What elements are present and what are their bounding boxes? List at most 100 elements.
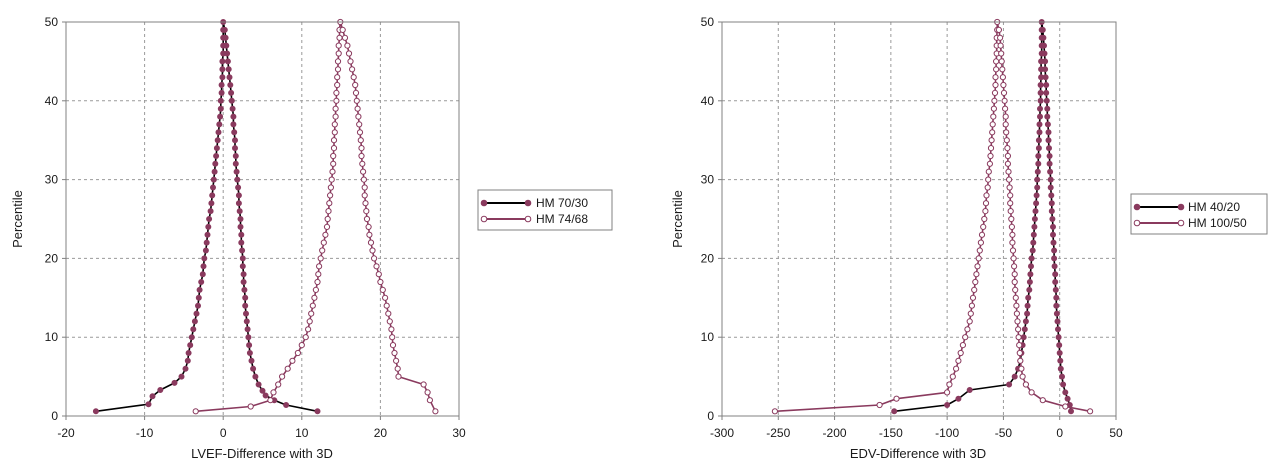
y-tick-label: 0: [707, 409, 714, 423]
legend-label-0: HM 70/30: [536, 196, 588, 210]
data-point: [1042, 51, 1047, 56]
data-point: [988, 146, 993, 151]
data-point: [1046, 138, 1051, 143]
data-point: [359, 146, 364, 151]
data-point: [984, 193, 989, 198]
data-point: [197, 287, 202, 292]
data-point: [1010, 248, 1015, 253]
data-point: [892, 409, 897, 414]
data-point: [1023, 319, 1028, 324]
data-point: [1004, 138, 1009, 143]
data-point: [196, 295, 201, 300]
data-point: [215, 138, 220, 143]
data-point: [1036, 138, 1041, 143]
data-point: [192, 319, 197, 324]
data-point: [1045, 106, 1050, 111]
data-point: [1032, 217, 1037, 222]
data-point: [214, 154, 219, 159]
data-point: [1053, 280, 1058, 285]
data-point: [243, 295, 248, 300]
data-point: [974, 272, 979, 277]
data-point: [239, 240, 244, 245]
data-point: [307, 319, 312, 324]
x-axis-title: LVEF-Difference with 3D: [191, 446, 333, 461]
data-point: [219, 90, 224, 95]
data-point: [325, 216, 330, 221]
data-point: [356, 114, 361, 119]
legend-label-1: HM 100/50: [1188, 216, 1247, 230]
data-point: [1038, 83, 1043, 88]
data-point: [973, 279, 978, 284]
data-point: [206, 224, 211, 229]
data-point: [970, 295, 975, 300]
data-point: [329, 177, 334, 182]
data-point: [1017, 350, 1022, 355]
x-tick-label: -150: [879, 426, 903, 440]
data-point: [243, 303, 248, 308]
data-point: [1057, 351, 1062, 356]
data-point: [1069, 409, 1074, 414]
data-point: [207, 217, 212, 222]
data-point: [374, 264, 379, 269]
data-point: [1061, 382, 1066, 387]
data-point: [1008, 201, 1013, 206]
x-tick-label: -300: [710, 426, 734, 440]
data-point: [992, 98, 997, 103]
data-point: [1019, 366, 1024, 371]
data-point: [999, 51, 1004, 56]
x-tick-label: -50: [995, 426, 1013, 440]
data-point: [975, 264, 980, 269]
x-tick-label: -20: [57, 426, 75, 440]
data-point: [233, 146, 238, 151]
y-tick-label: 0: [51, 409, 58, 423]
y-tick-label: 50: [701, 15, 715, 29]
data-point: [194, 311, 199, 316]
data-point: [1013, 287, 1018, 292]
data-point: [233, 161, 238, 166]
data-point: [1040, 27, 1045, 32]
data-point: [158, 388, 163, 393]
data-point: [251, 366, 256, 371]
data-point: [249, 358, 254, 363]
data-point: [1008, 193, 1013, 198]
data-point: [1015, 319, 1020, 324]
data-point: [227, 75, 232, 80]
data-point: [268, 398, 273, 403]
data-point: [242, 287, 247, 292]
data-point: [345, 43, 350, 48]
data-point: [290, 358, 295, 363]
data-point: [202, 256, 207, 261]
data-point: [994, 67, 999, 72]
data-point: [367, 232, 372, 237]
data-point: [196, 303, 201, 308]
data-point: [93, 409, 98, 414]
data-point: [945, 403, 950, 408]
data-point: [229, 90, 234, 95]
data-point: [333, 114, 338, 119]
data-point: [237, 209, 242, 214]
data-point: [218, 114, 223, 119]
data-point: [1017, 343, 1022, 348]
data-point: [1045, 122, 1050, 127]
data-point: [1047, 146, 1052, 151]
data-point: [390, 335, 395, 340]
data-point: [204, 240, 209, 245]
data-point: [1088, 409, 1093, 414]
data-point: [366, 224, 371, 229]
x-tick-label: -200: [823, 426, 847, 440]
data-point: [355, 106, 360, 111]
data-point: [1048, 177, 1053, 182]
data-point: [877, 402, 882, 407]
data-point: [1008, 209, 1013, 214]
data-point: [189, 335, 194, 340]
data-point: [335, 75, 340, 80]
data-point: [228, 83, 233, 88]
data-point: [1027, 287, 1032, 292]
data-point: [1041, 35, 1046, 40]
data-point: [1054, 295, 1059, 300]
data-point: [1022, 327, 1027, 332]
data-point: [331, 153, 336, 158]
data-point: [323, 232, 328, 237]
data-point: [310, 303, 315, 308]
data-point: [188, 343, 193, 348]
